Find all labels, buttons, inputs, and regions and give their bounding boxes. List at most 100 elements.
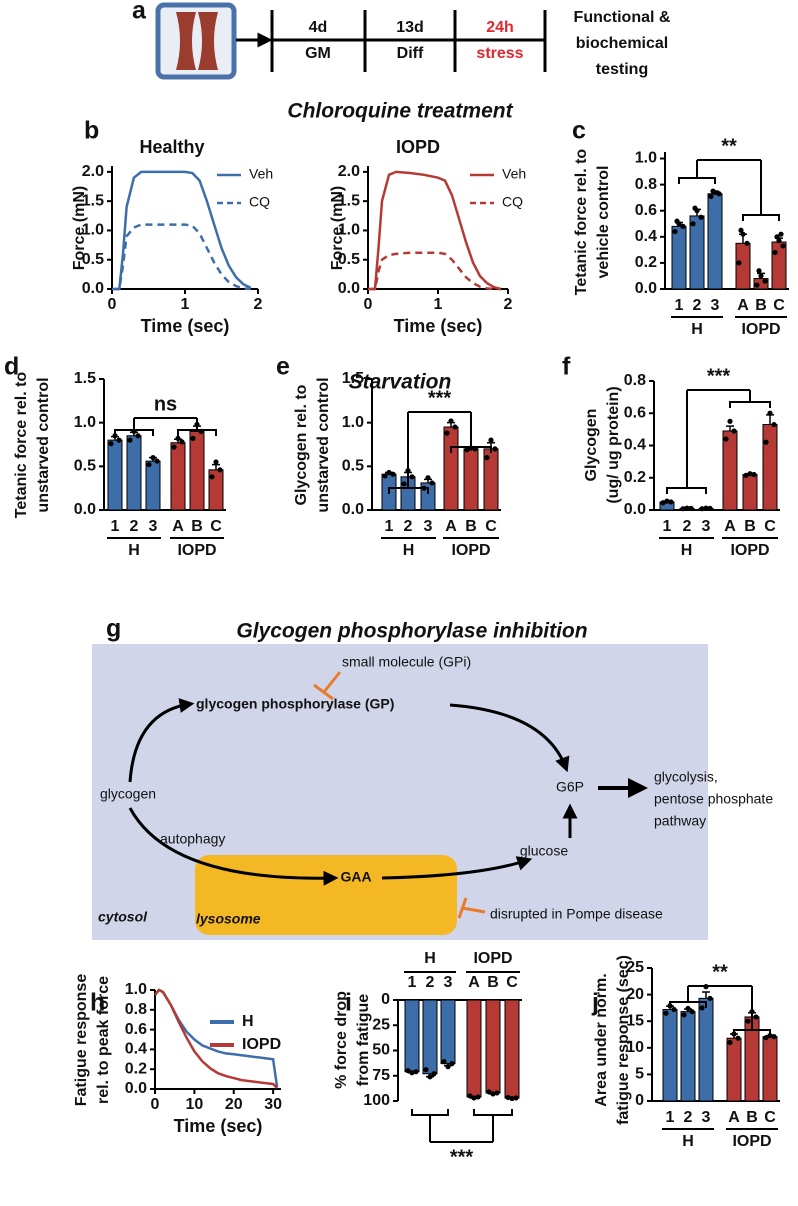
group-label: H xyxy=(681,542,693,559)
bar xyxy=(762,1036,778,1102)
y-tick-label: 0.5 xyxy=(74,458,96,475)
y-tick-label: 1.5 xyxy=(338,192,360,209)
bar xyxy=(463,448,479,511)
data-point xyxy=(486,1089,492,1095)
y-tick-label: 0.6 xyxy=(125,1021,147,1038)
series-line xyxy=(112,223,251,291)
x-tick-label: 3 xyxy=(149,518,158,535)
data-point xyxy=(699,506,705,512)
data-point xyxy=(409,474,415,480)
data-point xyxy=(763,1035,769,1041)
bar xyxy=(404,999,420,1073)
data-point xyxy=(772,249,778,256)
significance-bracket xyxy=(177,418,217,436)
data-point xyxy=(688,505,694,511)
data-point xyxy=(213,459,219,465)
x-tick-label: 3 xyxy=(424,518,433,535)
significance-label: ** xyxy=(721,135,737,157)
x-tick-label: 10 xyxy=(185,1096,203,1113)
data-point xyxy=(660,500,666,506)
data-point xyxy=(690,221,696,227)
legend-label: CQ xyxy=(502,194,523,210)
result: biochemical xyxy=(576,35,668,52)
y-tick-label: 0 xyxy=(635,1092,644,1109)
y-tick-label: 0.0 xyxy=(635,280,657,297)
data-point xyxy=(444,430,450,436)
y-tick-label: 1.5 xyxy=(82,192,104,209)
x-tick-label: B xyxy=(487,974,499,991)
bar xyxy=(422,999,438,1075)
x-axis-label: Time (sec) xyxy=(141,316,230,336)
y-tick-label: 5 xyxy=(635,1066,644,1083)
data-point xyxy=(490,1091,496,1097)
y-axis-label: (ug/ ug protein) xyxy=(605,386,622,503)
x-tick-label: 30 xyxy=(264,1096,282,1113)
data-point xyxy=(758,273,764,279)
y-tick-label: 10 xyxy=(626,1039,644,1056)
y-tick-label: 0.0 xyxy=(125,1080,147,1097)
x-tick-label: 1 xyxy=(408,974,417,991)
x-tick-label: C xyxy=(210,518,222,535)
bar xyxy=(680,1011,696,1102)
data-point xyxy=(492,446,498,452)
y-axis-label: Force (mN) xyxy=(329,186,346,270)
data-point xyxy=(664,498,670,504)
legend-label: Veh xyxy=(502,166,526,182)
significance-label: ** xyxy=(712,961,728,983)
data-point xyxy=(776,238,782,244)
node-label: glycolysis, xyxy=(654,769,718,785)
data-point xyxy=(754,282,760,288)
bar xyxy=(504,999,520,1099)
data-point xyxy=(449,1061,455,1067)
data-point xyxy=(671,1006,677,1013)
y-axis-label: Glycogen rel. to xyxy=(293,384,310,505)
data-point xyxy=(425,475,431,481)
x-tick-label: A xyxy=(445,518,457,535)
panel-label: c xyxy=(572,117,586,145)
x-tick-label: B xyxy=(755,297,767,314)
chart-title: IOPD xyxy=(396,137,440,157)
data-point xyxy=(685,1005,691,1012)
timeline: 4d GM 13d Diff 24h stress Functional & b… xyxy=(155,2,671,80)
data-point xyxy=(710,188,716,194)
tissue xyxy=(176,12,196,70)
step-name: GM xyxy=(305,45,331,62)
result: testing xyxy=(596,61,648,78)
data-point xyxy=(672,228,678,235)
tissue xyxy=(198,12,218,70)
panel-label: a xyxy=(132,0,147,25)
bar xyxy=(698,997,714,1102)
x-tick-label: 0 xyxy=(364,296,373,313)
y-tick-label: 1.0 xyxy=(82,222,104,239)
y-axis-label: unstarved control xyxy=(35,377,52,512)
panel-label: i xyxy=(345,989,352,1017)
y-tick-label: 0.4 xyxy=(125,1041,147,1058)
node-label: GAA xyxy=(340,869,371,885)
bar xyxy=(170,442,186,511)
x-tick-label: 1 xyxy=(663,518,672,535)
step-duration: 4d xyxy=(309,19,328,36)
data-point xyxy=(190,435,196,441)
data-point xyxy=(150,455,156,461)
bar xyxy=(443,426,459,511)
x-axis-label: Time (sec) xyxy=(394,316,483,336)
data-point xyxy=(736,260,742,266)
x-tick-label: 0 xyxy=(151,1096,160,1113)
error-bar xyxy=(702,991,710,999)
data-point xyxy=(471,1095,477,1101)
bar xyxy=(726,1037,742,1102)
y-tick-label: 1.0 xyxy=(125,981,147,998)
data-point xyxy=(763,439,769,445)
data-point xyxy=(731,428,737,434)
bar xyxy=(466,999,482,1098)
data-point xyxy=(452,424,458,430)
y-tick-label: 1.0 xyxy=(338,222,360,239)
data-point xyxy=(171,444,177,450)
y-tick-label: 0.0 xyxy=(82,280,104,297)
data-point xyxy=(684,505,690,511)
x-tick-label: A xyxy=(468,974,480,991)
data-point xyxy=(743,472,749,478)
legend-label: Veh xyxy=(249,166,273,182)
data-point xyxy=(390,471,396,477)
bar xyxy=(707,193,723,290)
